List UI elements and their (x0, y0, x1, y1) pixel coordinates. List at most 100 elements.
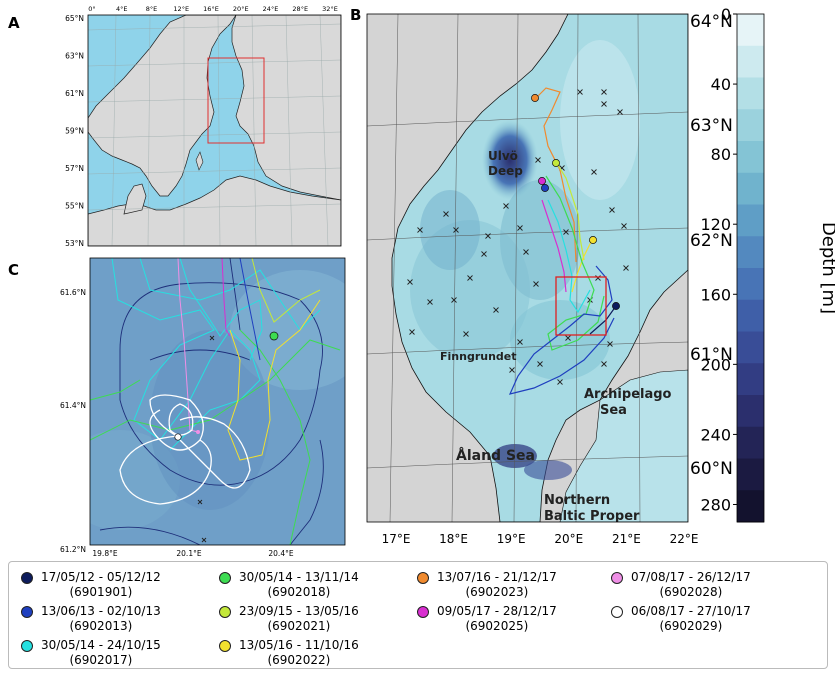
panel-a: A 65°N 63°N 61°N 59°N 57°N 55°N 53°N 0° 4°E 8°E 1… (8, 5, 342, 248)
legend: 17/05/12 - 05/12/12 (6901901) 13/06/13 - 0… (8, 561, 828, 669)
panel-a-lon-tick: 28°E (292, 5, 308, 13)
legend-entry: 30/05/14 - 13/11/14 (6902018) (219, 570, 359, 600)
station-marker (443, 211, 449, 217)
panel-b-lon-ticks: 17°E 18°E 19°E 20°E 21°E 22°E (382, 532, 699, 546)
legend-label: 06/08/17 - 27/10/17 (6902029) (631, 604, 751, 634)
legend-dates: 09/05/17 - 28/12/17 (437, 604, 557, 618)
legend-marker (219, 640, 231, 652)
legend-label: 30/05/14 - 13/11/14 (6902018) (239, 570, 359, 600)
panel-b-lon-tick: 18°E (439, 532, 468, 546)
colorbar-band (737, 172, 764, 205)
panel-c-lon-tick: 19.8°E (92, 549, 117, 558)
legend-dates: 13/05/16 - 11/10/16 (239, 638, 359, 652)
panel-b-lat-tick: 61°N (690, 345, 733, 365)
station-marker (517, 225, 523, 231)
panel-a-lat-tick: 59°N (65, 127, 84, 136)
station-marker (517, 339, 523, 345)
legend-dates: 06/08/17 - 27/10/17 (631, 604, 751, 618)
legend-dates: 30/05/14 - 24/10/15 (41, 638, 161, 652)
panel-a-lon-tick: 20°E (233, 5, 249, 13)
colorbar-band (737, 458, 764, 491)
station-marker (493, 307, 499, 313)
panel-b-zoom-box (555, 276, 607, 336)
legend-float-id: (6902028) (659, 585, 723, 599)
station-marker (407, 279, 413, 285)
panel-b-lat-tick: 60°N (690, 459, 733, 479)
legend-label: 07/08/17 - 26/12/17 (6902028) (631, 570, 751, 600)
panel-a-lon-tick: 32°E (322, 5, 338, 13)
legend-entry: 07/08/17 - 26/12/17 (6902028) (611, 570, 751, 600)
station-marker (535, 157, 541, 163)
station-marker (481, 251, 487, 257)
station-marker (453, 227, 459, 233)
panel-b-lon-tick: 22°E (670, 532, 699, 546)
legend-float-id: (6902013) (69, 619, 133, 633)
colorbar-band (737, 236, 764, 269)
colorbar-band (737, 109, 764, 142)
station-marker (533, 281, 539, 287)
panel-a-study-box (207, 57, 265, 144)
colorbar-tick: 200 (700, 355, 731, 374)
panel-a-scandinavia (88, 15, 237, 197)
panel-b-label-finngrundet: Finngrundet (440, 350, 517, 363)
legend-dates: 23/09/15 - 13/05/16 (239, 604, 359, 618)
panel-a-mainland (88, 175, 341, 246)
colorbar-band (737, 204, 764, 237)
colorbar-band (737, 141, 764, 174)
station-marker (523, 249, 529, 255)
panel-b-letter: B (350, 6, 361, 24)
legend-marker (219, 606, 231, 618)
legend-marker (417, 606, 429, 618)
station-marker (623, 265, 629, 271)
station-marker (467, 275, 473, 281)
legend-dates: 13/07/16 - 21/12/17 (437, 570, 557, 584)
legend-marker (21, 640, 33, 652)
panel-a-lon-tick: 8°E (146, 5, 158, 13)
panel-c-lon-tick: 20.4°E (268, 549, 293, 558)
legend-dates: 30/05/14 - 13/11/14 (239, 570, 359, 584)
panel-b-label-northern: Northern (544, 493, 610, 508)
panel-b-lat-tick: 63°N (690, 116, 733, 136)
legend-dates: 17/05/12 - 05/12/12 (41, 570, 161, 584)
panel-c-stations (197, 335, 215, 543)
colorbar-band (737, 14, 764, 47)
legend-marker (21, 572, 33, 584)
panel-a-lat-tick: 57°N (65, 164, 84, 173)
panel-b-graticule (367, 14, 688, 522)
legend-label: 23/09/15 - 13/05/16 (6902021) (239, 604, 359, 634)
panel-a-lat-tick: 55°N (65, 202, 84, 211)
legend-marker (219, 572, 231, 584)
panel-b-start-dots (531, 94, 620, 310)
colorbar-band (737, 45, 764, 78)
panel-a-lon-tick: 16°E (203, 5, 219, 13)
panel-a-letter: A (8, 14, 20, 32)
station-marker (417, 227, 423, 233)
station-marker (563, 229, 569, 235)
station-marker (557, 379, 563, 385)
legend-dates: 13/06/13 - 02/10/13 (41, 604, 161, 618)
station-marker (577, 89, 583, 95)
panel-c-lat-tick: 61.2°N (60, 545, 86, 554)
colorbar-tick: 280 (700, 495, 731, 514)
station-marker (601, 89, 607, 95)
colorbar-band (737, 299, 764, 332)
panel-a-finland (231, 15, 341, 201)
panel-b-label-baltic-proper: Baltic Proper (544, 509, 640, 524)
panel-c-lat-tick: 61.4°N (60, 401, 86, 410)
legend-dates: 07/08/17 - 26/12/17 (631, 570, 751, 584)
legend-marker (21, 606, 33, 618)
station-marker (565, 335, 571, 341)
panel-a-denmark (123, 183, 147, 215)
panel-a-gotland (195, 151, 204, 171)
legend-marker (611, 572, 623, 584)
colorbar-tick: 240 (700, 425, 731, 444)
station-marker (609, 207, 615, 213)
panel-b-label-aland: Åland Sea (456, 447, 535, 464)
panel-c-lon-tick: 20.1°E (176, 549, 201, 558)
panel-c-lon-ticks: 19.8°E 20.1°E 20.4°E (92, 549, 293, 558)
legend-float-id: (6902021) (267, 619, 331, 633)
panel-b-lat-tick: 64°N (690, 12, 733, 32)
panel-b-lon-tick: 19°E (497, 532, 526, 546)
panel-c-lat-ticks: 61.6°N 61.4°N 61.2°N (60, 288, 86, 554)
station-marker (537, 361, 543, 367)
